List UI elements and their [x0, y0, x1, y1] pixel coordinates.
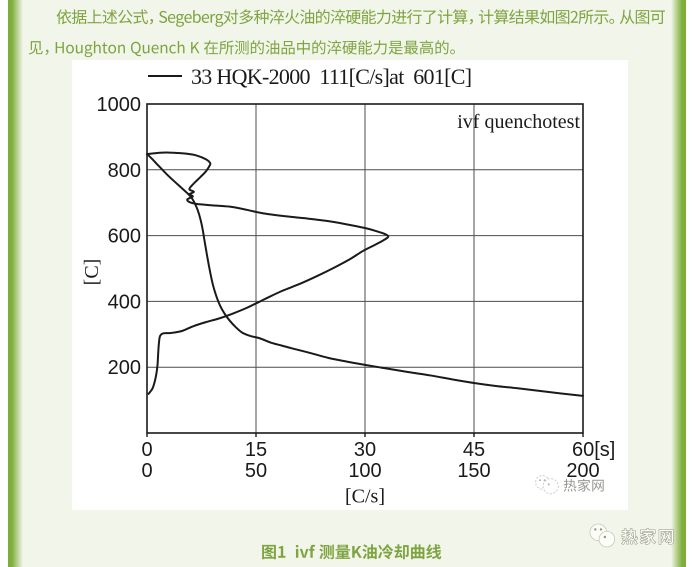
paragraph-line-1	[56, 6, 667, 30]
x-tick-label-rate: 200	[566, 460, 599, 482]
left-gradient-border	[8, 0, 23, 567]
figure-caption	[261, 541, 443, 565]
curve-temperature-vs-cooling-rate	[147, 151, 390, 395]
x-axis-title: [C/s]	[345, 486, 385, 508]
watermark2-text	[621, 525, 677, 550]
y-tick-label: 200	[108, 357, 141, 379]
y-axis-tick-labels: 200 400 600 800 1000	[97, 94, 142, 379]
y-tick-label: 800	[108, 160, 141, 182]
watermark2-logo-dot-1	[594, 528, 597, 531]
watermark-below-chart	[584, 518, 694, 554]
paragraph-line-2	[28, 37, 462, 60]
x-tick-label-rate: 100	[348, 460, 381, 482]
curve-temperature-vs-time	[146, 153, 584, 397]
x-tick-label-time: 60[s]	[572, 439, 615, 461]
quench-curve-chart: 33 HQK-2000 111[C/s]at 601[C] ivf quench…	[81, 64, 615, 508]
gridlines	[147, 104, 583, 433]
y-tick-label: 400	[108, 291, 141, 313]
watermark1-logo-dot-3	[547, 483, 550, 486]
watermark2-logo	[589, 523, 616, 548]
watermark1-logo-circle-2	[542, 478, 559, 495]
legend-label: 33 HQK-2000 111[C/s]at 601[C]	[191, 64, 471, 89]
watermark2-logo-dot-2	[599, 528, 603, 531]
watermark2-logo-dot-3	[603, 535, 607, 539]
x-tick-label-time: 15	[245, 439, 267, 461]
watermark1-logo-dot-2	[543, 479, 546, 482]
watermark1-logo	[535, 475, 559, 495]
quench-curve-figure: 33 HQK-2000 111[C/s]at 601[C] ivf quench…	[72, 60, 628, 510]
x-tick-label-time: 30	[354, 439, 376, 461]
y-tick-label: 1000	[97, 94, 142, 116]
x-tick-label-rate: 150	[457, 460, 490, 482]
legend: 33 HQK-2000 111[C/s]at 601[C]	[148, 64, 472, 89]
watermark2-logo-circle-2	[598, 531, 616, 548]
y-tick-label: 600	[108, 226, 141, 248]
y-axis-title: [C]	[81, 259, 103, 286]
watermark1-text	[563, 476, 607, 497]
right-gradient-border	[671, 0, 686, 567]
watermark1-logo-dot-1	[539, 479, 541, 482]
x-tick-label-time: 0	[141, 439, 152, 461]
x-axis-ticks	[146, 433, 584, 437]
x-axis-tick-labels-rate: 0 50 100 150 200	[141, 460, 599, 482]
watermark-inside-chart	[528, 468, 638, 502]
x-tick-label-rate: 0	[141, 460, 152, 482]
x-tick-label-rate: 50	[245, 460, 267, 482]
x-tick-label-time: 45	[463, 439, 485, 461]
x-axis-tick-labels-time: 0 15 30 45 60[s]	[141, 439, 615, 461]
plot-annotation-ivf-quenchotest: ivf quenchotest	[457, 111, 580, 133]
